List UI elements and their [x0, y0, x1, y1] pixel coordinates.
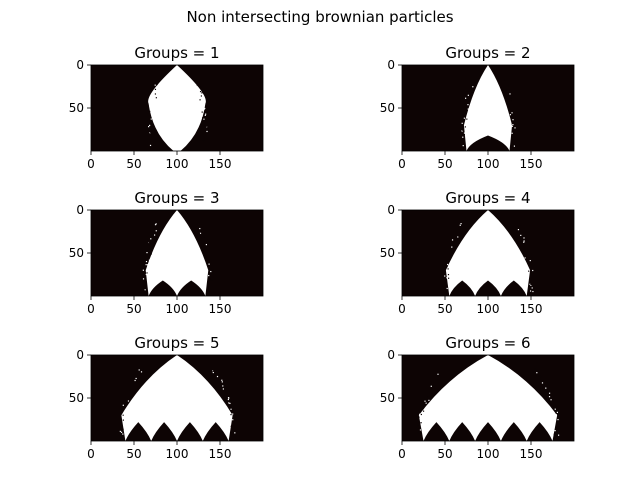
x-tick-label: 0 — [398, 157, 406, 171]
x-tick-label: 100 — [477, 302, 500, 316]
y-tick-label: 50 — [69, 246, 84, 260]
x-tick-label: 50 — [126, 157, 141, 171]
x-tick-label: 100 — [477, 447, 500, 461]
x-tick-label: 0 — [87, 302, 95, 316]
x-tick-label: 150 — [209, 157, 232, 171]
x-tick-label: 150 — [209, 302, 232, 316]
x-tick-label: 150 — [520, 302, 543, 316]
subplot-title: Groups = 4 — [445, 189, 530, 207]
y-tick-label: 50 — [380, 246, 395, 260]
y-tick-label: 50 — [380, 101, 395, 115]
x-tick-label: 0 — [87, 447, 95, 461]
y-tick-label: 0 — [387, 203, 395, 217]
x-tick-label: 100 — [166, 157, 189, 171]
x-tick-label: 50 — [437, 302, 452, 316]
subplot-grid: Groups = 1 0 50 100 150 0 50 Groups = 2 0 50 100 15… — [69, 44, 574, 461]
subplot-1: Groups = 1 0 50 100 150 0 50 — [69, 44, 263, 171]
y-tick-label: 0 — [76, 348, 84, 362]
x-tick-label: 100 — [166, 447, 189, 461]
subplot-6: Groups = 6 0 50 100 150 0 50 — [380, 334, 574, 461]
y-tick-label: 0 — [387, 348, 395, 362]
x-tick-label: 50 — [126, 447, 141, 461]
subplot-title: Groups = 2 — [445, 44, 530, 62]
x-tick-label: 150 — [520, 157, 543, 171]
x-tick-label: 150 — [209, 447, 232, 461]
y-tick-label: 0 — [76, 203, 84, 217]
subplot-4: Groups = 4 0 50 100 150 0 50 — [380, 189, 574, 316]
subplot-2: Groups = 2 0 50 100 150 0 50 — [380, 44, 574, 171]
x-tick-label: 50 — [126, 302, 141, 316]
y-tick-label: 0 — [387, 58, 395, 72]
subplot-title: Groups = 1 — [134, 44, 219, 62]
figure-title: Non intersecting brownian particles — [186, 8, 453, 26]
x-tick-label: 50 — [437, 447, 452, 461]
x-tick-label: 50 — [437, 157, 452, 171]
x-tick-label: 100 — [477, 157, 500, 171]
subplot-title: Groups = 6 — [445, 334, 530, 352]
subplot-title: Groups = 5 — [134, 334, 219, 352]
subplot-5: Groups = 5 0 50 100 150 0 50 — [69, 334, 263, 461]
subplot-3: Groups = 3 0 50 100 150 0 50 — [69, 189, 263, 316]
y-tick-label: 50 — [69, 391, 84, 405]
x-tick-label: 0 — [398, 447, 406, 461]
x-tick-label: 0 — [87, 157, 95, 171]
x-tick-label: 0 — [398, 302, 406, 316]
y-tick-label: 50 — [69, 101, 84, 115]
x-tick-label: 100 — [166, 302, 189, 316]
y-tick-label: 0 — [76, 58, 84, 72]
x-tick-label: 150 — [520, 447, 543, 461]
subplot-title: Groups = 3 — [134, 189, 219, 207]
y-tick-label: 50 — [380, 391, 395, 405]
